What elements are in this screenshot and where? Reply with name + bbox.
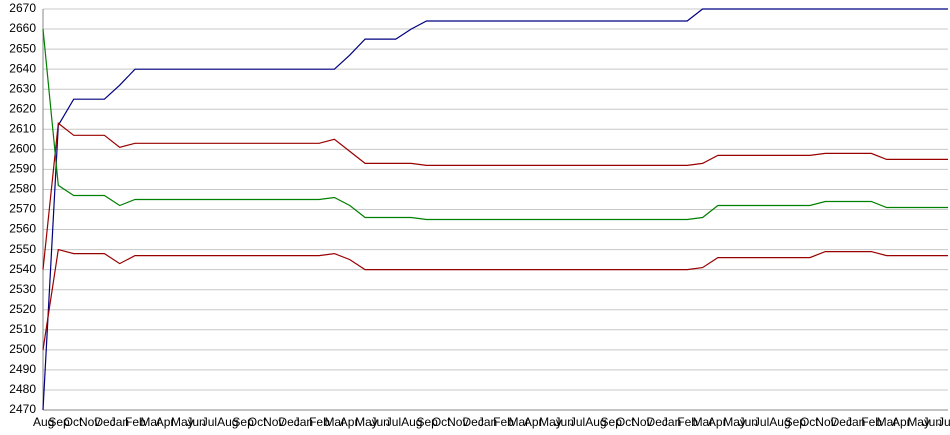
x-tick-label: Jul xyxy=(570,415,585,429)
y-tick-label: 2620 xyxy=(9,101,36,115)
x-tick-label: Jan xyxy=(110,415,129,429)
x-tick-label: Jul xyxy=(386,415,401,429)
x-tick-label: Mar xyxy=(693,415,714,429)
x-tick-label: Aug xyxy=(769,415,790,429)
x-tick-label: Sep xyxy=(48,415,70,429)
series-line xyxy=(42,122,948,270)
x-tick-label: Sep xyxy=(785,415,807,429)
x-tick-label: Jan xyxy=(662,415,681,429)
x-tick-label: Feb xyxy=(493,415,514,429)
y-tick-label: 2480 xyxy=(9,382,36,396)
x-tick-label: Aug xyxy=(217,415,238,429)
x-tick-label: Oct xyxy=(248,415,267,429)
x-tick-label: Nov xyxy=(815,415,836,429)
x-tick-label: Sep xyxy=(601,415,623,429)
x-tick-label: Oct xyxy=(800,415,819,429)
x-tick-label: Jan xyxy=(478,415,497,429)
x-tick-label: May xyxy=(907,415,930,429)
x-tick-label: Nov xyxy=(447,415,468,429)
x-tick-label: May xyxy=(539,415,562,429)
x-tick-label: Mar xyxy=(324,415,345,429)
y-tick-label: 2600 xyxy=(9,142,36,156)
x-tick-label: Oct xyxy=(432,415,451,429)
x-tick-label: Nov xyxy=(79,415,100,429)
x-tick-label: Jun xyxy=(370,415,389,429)
x-tick-label: Nov xyxy=(263,415,284,429)
x-tick-label: Dec xyxy=(462,415,483,429)
x-tick-label: Jun xyxy=(186,415,205,429)
y-tick-label: 2610 xyxy=(9,121,36,135)
x-tick-label: Apr xyxy=(708,415,727,429)
y-tick-label: 2510 xyxy=(9,322,36,336)
y-tick-label: 2590 xyxy=(9,162,36,176)
x-tick-label: Dec xyxy=(647,415,668,429)
x-tick-label: Jul xyxy=(754,415,769,429)
x-tick-label: Mar xyxy=(509,415,530,429)
x-tick-label: Feb xyxy=(677,415,698,429)
series-line xyxy=(42,29,948,221)
y-tick-label: 2540 xyxy=(9,262,36,276)
x-tick-label: Dec xyxy=(278,415,299,429)
y-tick-label: 2630 xyxy=(9,81,36,95)
x-tick-label: Feb xyxy=(309,415,330,429)
y-tick-label: 2530 xyxy=(9,282,36,296)
x-tick-label: Oct xyxy=(616,415,635,429)
y-tick-label: 2670 xyxy=(9,1,36,15)
x-tick-label: Dec xyxy=(831,415,852,429)
x-tick-label: Feb xyxy=(125,415,146,429)
y-tick-label: 2500 xyxy=(9,342,36,356)
y-tick-label: 2640 xyxy=(9,61,36,75)
x-tick-label: Sep xyxy=(416,415,438,429)
x-tick-label: Feb xyxy=(861,415,882,429)
x-tick-label: Apr xyxy=(340,415,359,429)
x-tick-label: Dec xyxy=(94,415,115,429)
x-tick-label: May xyxy=(355,415,378,429)
x-tick-label: Aug xyxy=(401,415,422,429)
x-tick-label: Jul xyxy=(938,415,950,429)
x-tick-label: Oct xyxy=(64,415,83,429)
x-tick-label: Jun xyxy=(739,415,758,429)
y-tick-label: 2520 xyxy=(9,302,36,316)
x-tick-label: Mar xyxy=(877,415,898,429)
x-tick-label: Aug xyxy=(585,415,606,429)
y-tick-label: 2550 xyxy=(9,242,36,256)
x-tick-label: Apr xyxy=(156,415,175,429)
series-line xyxy=(42,248,948,350)
x-tick-label: Aug xyxy=(33,415,54,429)
x-tick-label: Jul xyxy=(202,415,217,429)
x-tick-label: May xyxy=(171,415,194,429)
y-tick-label: 2560 xyxy=(9,222,36,236)
y-tick-label: 2470 xyxy=(9,402,36,416)
y-tick-label: 2490 xyxy=(9,362,36,376)
x-tick-label: Mar xyxy=(140,415,161,429)
x-tick-label: Apr xyxy=(892,415,911,429)
y-tick-label: 2580 xyxy=(9,182,36,196)
x-tick-label: Nov xyxy=(631,415,652,429)
x-tick-label: Jun xyxy=(555,415,574,429)
y-tick-label: 2570 xyxy=(9,202,36,216)
y-tick-label: 2660 xyxy=(9,21,36,35)
x-tick-label: Apr xyxy=(524,415,543,429)
series-line xyxy=(42,8,948,411)
x-tick-label: Sep xyxy=(232,415,254,429)
x-tick-label: Jan xyxy=(846,415,865,429)
x-tick-label: May xyxy=(723,415,746,429)
x-tick-label: Jan xyxy=(294,415,313,429)
x-tick-label: Jun xyxy=(923,415,942,429)
y-tick-label: 2650 xyxy=(9,41,36,55)
